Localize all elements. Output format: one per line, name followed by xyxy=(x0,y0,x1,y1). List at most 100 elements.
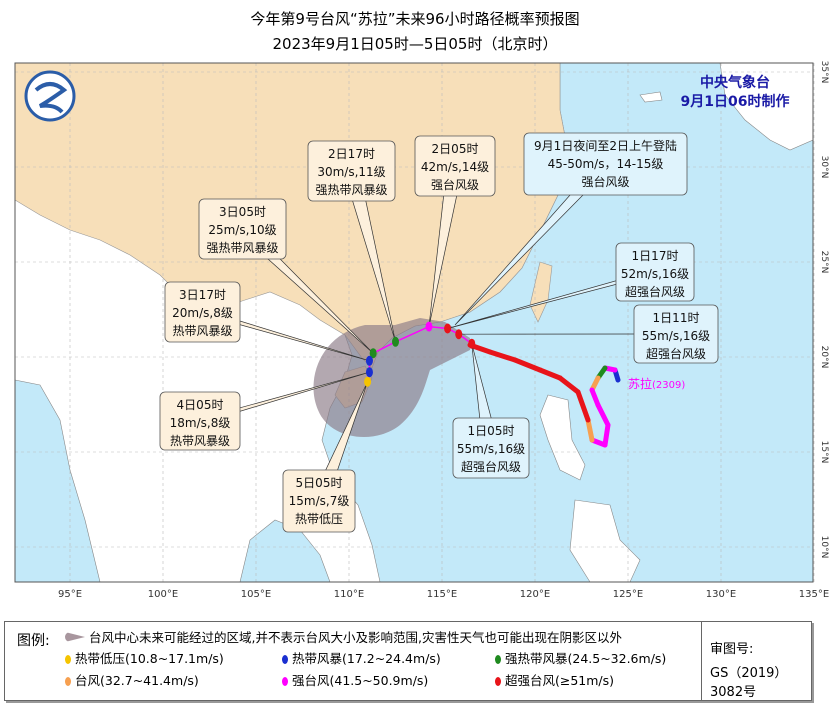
lat-tick-label: 30°N xyxy=(819,156,829,179)
lon-tick-label: 100°E xyxy=(148,589,178,600)
past-track-segment xyxy=(575,389,591,423)
map-title: 今年第9号台风“苏拉”未来96小时路径概率预报图 xyxy=(250,10,580,28)
callout-box xyxy=(307,140,396,202)
callout-level: 强热带风暴级 xyxy=(315,183,387,197)
legend-label: 强热带风暴(24.5~32.6m/s) xyxy=(505,651,667,666)
callout-time: 3日05时 xyxy=(219,205,266,219)
callout-box xyxy=(159,391,241,451)
forecast-point[interactable] xyxy=(369,348,377,359)
typhoon-dot-icon xyxy=(495,677,501,686)
forecast-point[interactable] xyxy=(365,367,373,378)
luzon-island xyxy=(539,394,586,481)
forecast-point[interactable] xyxy=(392,336,399,347)
callout-time: 1日11时 xyxy=(653,311,700,325)
map: 1日05时55m/s,16级超强台风级1日11时55m/s,16级超强台风级1日… xyxy=(14,61,829,600)
lat-tick-label: 15°N xyxy=(819,441,829,464)
legend: 图例: 台风中心未来可能经过的区域,并不表示台风大小及影响范围,灾害性天气也可能… xyxy=(4,621,812,701)
callout-wind: 30m/s,11级 xyxy=(317,165,385,179)
forecast-point[interactable] xyxy=(468,338,476,349)
forecast-point[interactable] xyxy=(364,376,372,387)
legend-cone-text: 台风中心未来可能经过的区域,并不表示台风大小及影响范围,灾害性天气也可能出现在阴… xyxy=(89,630,622,645)
lon-tick-label: 105°E xyxy=(241,589,271,600)
legend-label: 热带风暴(17.2~24.4m/s) xyxy=(292,651,441,666)
callout-wind: 55m/s,16级 xyxy=(642,329,710,343)
legend-item: 热带风暴(17.2~24.4m/s) xyxy=(282,648,441,667)
callout-wind: 45-50m/s，14-15级 xyxy=(548,157,664,171)
legend-label: 台风(32.7~41.4m/s) xyxy=(75,673,199,688)
callout-wind: 18m/s,8级 xyxy=(170,416,231,430)
typhoon-dot-icon xyxy=(282,655,288,664)
forecast-point[interactable] xyxy=(425,321,433,332)
lon-tick-label: 130°E xyxy=(706,589,736,600)
callout-time: 3日17时 xyxy=(179,288,226,302)
callout-time: 5日05时 xyxy=(296,476,343,490)
lon-tick-label: 115°E xyxy=(427,589,457,600)
callout-box xyxy=(523,132,688,196)
past-track-segment xyxy=(585,417,595,443)
lat-tick-label: 20°N xyxy=(819,346,829,369)
callout-level: 热带风暴级 xyxy=(172,324,232,338)
callout-wind: 15m/s,7级 xyxy=(289,494,350,508)
callout-box xyxy=(282,469,356,533)
korea-island xyxy=(639,91,663,103)
callout-wind: 42m/s,14级 xyxy=(421,160,489,174)
callout-level: 强台风级 xyxy=(431,177,479,192)
typhoon-name-label: 苏拉(2309) xyxy=(628,376,685,391)
cone-swatch-icon xyxy=(65,632,85,642)
callout-level: 热带低压 xyxy=(295,512,343,526)
callout-time: 9月1日夜间至2日上午登陆 xyxy=(534,138,677,153)
callout-wind: 25m/s,10级 xyxy=(208,223,276,237)
typhoon-dot-icon xyxy=(65,677,71,686)
forecast-point[interactable] xyxy=(444,323,452,334)
callout-wind: 55m/s,16级 xyxy=(457,442,525,456)
typhoon-dot-icon xyxy=(495,655,501,664)
philippines-south xyxy=(569,499,641,583)
legend-heading: 图例: xyxy=(17,633,50,649)
past-track-segment xyxy=(512,357,543,373)
lon-tick-label: 110°E xyxy=(334,589,364,600)
callout-time: 1日17时 xyxy=(632,249,679,263)
forecast-point[interactable] xyxy=(455,329,463,340)
lat-tick-label: 10°N xyxy=(819,536,829,559)
callout-level: 超强台风级 xyxy=(646,346,706,361)
past-track-segment xyxy=(557,375,581,395)
axis-ticks: 95°E 100°E 105°E 110°E 115°E 120°E 125°E 130°E 1… xyxy=(58,61,829,600)
past-track xyxy=(467,342,621,448)
lat-tick-label: 25°N xyxy=(819,251,829,274)
callout-box xyxy=(198,198,287,260)
cma-logo xyxy=(24,70,76,122)
legend-item: 强热带风暴(24.5~32.6m/s) xyxy=(495,648,666,667)
callout-wind: 20m/s,8级 xyxy=(172,306,233,320)
legend-label: 超强台风(≥51m/s) xyxy=(505,673,615,688)
past-track-segment xyxy=(595,402,611,428)
typhoon-dot-icon xyxy=(282,677,288,686)
callout-level: 超强台风级 xyxy=(461,459,521,474)
callout-level: 强热带风暴级 xyxy=(206,241,278,255)
legend-item: 超强台风(≥51m/s) xyxy=(495,670,614,689)
lon-tick-label: 95°E xyxy=(58,589,82,600)
review-label: 审图号: xyxy=(710,642,754,657)
taiwan-island xyxy=(529,261,553,323)
lat-tick-label: 35°N xyxy=(819,61,829,84)
past-track-segment xyxy=(602,422,611,448)
callout-level: 超强台风级 xyxy=(625,284,685,299)
callout-time: 4日05时 xyxy=(177,398,224,412)
lon-tick-label: 135°E xyxy=(799,589,829,600)
forecast-point[interactable] xyxy=(365,355,373,366)
past-track-segment xyxy=(537,367,563,381)
agency-name: 中央气象台 xyxy=(700,74,770,91)
map-subtitle: 2023年9月1日05时—5日05时（北京时） xyxy=(272,35,558,53)
callout-box xyxy=(633,304,719,364)
legend-item: 台风(32.7~41.4m/s) xyxy=(65,670,199,689)
legend-label: 热带低压(10.8~17.1m/s) xyxy=(75,651,224,666)
